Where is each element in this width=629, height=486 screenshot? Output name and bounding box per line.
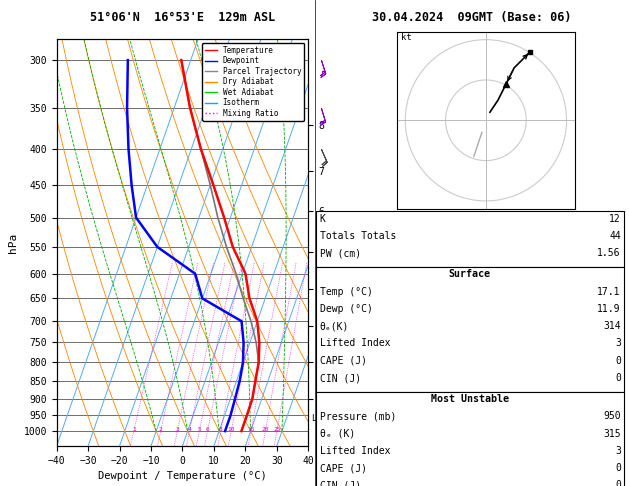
- Text: Most Unstable: Most Unstable: [431, 394, 509, 404]
- Text: 10: 10: [228, 427, 235, 432]
- Text: Totals Totals: Totals Totals: [320, 231, 396, 241]
- Text: Pressure (mb): Pressure (mb): [320, 411, 396, 421]
- Text: Surface: Surface: [449, 269, 491, 279]
- Text: CIN (J): CIN (J): [320, 480, 360, 486]
- Text: 1: 1: [132, 427, 136, 432]
- Text: CIN (J): CIN (J): [320, 373, 360, 383]
- Text: 4: 4: [187, 427, 191, 432]
- Text: 20: 20: [262, 427, 269, 432]
- Text: 1.56: 1.56: [598, 248, 621, 259]
- Text: 6: 6: [206, 427, 209, 432]
- Text: 17.1: 17.1: [598, 287, 621, 297]
- Text: 2: 2: [159, 427, 162, 432]
- Y-axis label: km
ASL: km ASL: [326, 234, 348, 251]
- Text: K: K: [320, 214, 325, 224]
- Text: 315: 315: [603, 429, 621, 439]
- Text: CAPE (J): CAPE (J): [320, 463, 367, 473]
- Text: 30.04.2024  09GMT (Base: 06): 30.04.2024 09GMT (Base: 06): [372, 12, 572, 24]
- Text: 0: 0: [615, 356, 621, 366]
- Text: PW (cm): PW (cm): [320, 248, 360, 259]
- Text: 950: 950: [603, 411, 621, 421]
- Text: 5: 5: [198, 427, 201, 432]
- Text: 3: 3: [615, 338, 621, 348]
- X-axis label: Dewpoint / Temperature (°C): Dewpoint / Temperature (°C): [98, 471, 267, 482]
- Text: Temp (°C): Temp (°C): [320, 287, 372, 297]
- Text: 0: 0: [615, 463, 621, 473]
- Text: θₑ (K): θₑ (K): [320, 429, 355, 439]
- Text: CAPE (J): CAPE (J): [320, 356, 367, 366]
- Text: Lifted Index: Lifted Index: [320, 446, 390, 456]
- Text: Dewp (°C): Dewp (°C): [320, 304, 372, 314]
- Text: © weatheronline.co.uk: © weatheronline.co.uk: [415, 471, 528, 480]
- Text: θₑ(K): θₑ(K): [320, 321, 349, 331]
- Text: 25: 25: [273, 427, 281, 432]
- Text: 314: 314: [603, 321, 621, 331]
- Text: 8: 8: [219, 427, 223, 432]
- Text: 0: 0: [615, 373, 621, 383]
- Text: 44: 44: [609, 231, 621, 241]
- Text: 12: 12: [609, 214, 621, 224]
- Text: 15: 15: [247, 427, 255, 432]
- Y-axis label: hPa: hPa: [8, 232, 18, 253]
- Legend: Temperature, Dewpoint, Parcel Trajectory, Dry Adiabat, Wet Adiabat, Isotherm, Mi: Temperature, Dewpoint, Parcel Trajectory…: [202, 43, 304, 121]
- Text: 3: 3: [615, 446, 621, 456]
- Text: LCL: LCL: [311, 414, 326, 423]
- Text: Lifted Index: Lifted Index: [320, 338, 390, 348]
- Text: 3: 3: [175, 427, 179, 432]
- Text: kt: kt: [401, 33, 412, 42]
- Text: 11.9: 11.9: [598, 304, 621, 314]
- Text: 51°06'N  16°53'E  129m ASL: 51°06'N 16°53'E 129m ASL: [90, 12, 275, 24]
- Text: 0: 0: [615, 480, 621, 486]
